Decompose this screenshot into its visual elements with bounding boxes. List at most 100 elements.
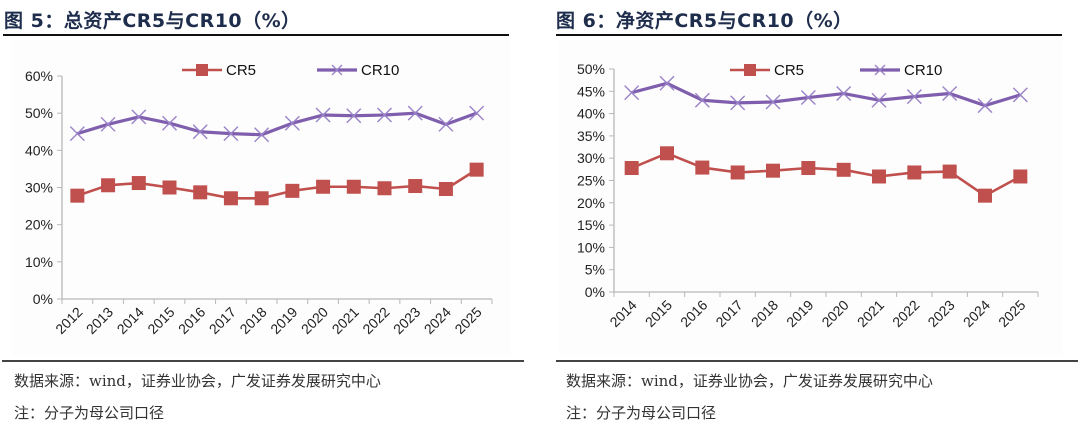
y-tick-label: 20%	[25, 217, 53, 233]
x-marker-stroke	[977, 98, 993, 114]
legend-item-cr5: CR5	[182, 62, 256, 79]
legend-marker-square	[196, 64, 208, 76]
x-tick-label: 2024	[421, 304, 454, 337]
x-marker-stroke	[284, 115, 300, 131]
data-point-cr10	[223, 126, 239, 142]
data-point-cr10	[438, 116, 454, 132]
x-marker-stroke	[469, 105, 485, 121]
data-point-cr5	[377, 181, 392, 196]
x-tick-label: 2021	[329, 304, 362, 337]
title-divider	[3, 34, 509, 36]
legend-item-cr5: CR5	[730, 62, 804, 79]
y-tick-label: 15%	[577, 217, 605, 233]
data-point-cr5	[624, 161, 639, 176]
y-tick-label: 50%	[577, 61, 605, 77]
x-marker-stroke	[694, 92, 710, 108]
data-point-cr5	[316, 179, 331, 194]
data-point-cr10	[765, 94, 781, 110]
y-tick-label: 60%	[25, 68, 53, 84]
legend-marker-x	[874, 64, 886, 76]
data-point-cr10	[469, 105, 485, 121]
data-point-cr5	[131, 176, 146, 191]
y-tick-label: 0%	[33, 291, 53, 307]
data-point-cr10	[906, 89, 922, 105]
x-marker-stroke	[836, 86, 852, 102]
data-point-cr5	[730, 165, 745, 180]
figure-5-panel: 图 5：总资产CR5与CR10（%） 0% 10% 20% 30% 40% 50% 60% 2…	[2, 10, 524, 422]
x-tick-label: 2012	[52, 304, 85, 337]
data-point-cr5	[70, 188, 85, 203]
net-assets-cr-chart: 0%5%10%15%20%25%30%35%40%45%50%2014 2015 2…	[577, 61, 1039, 330]
total-assets-cr-chart: 0% 10% 20% 30% 40% 50% 60% 20122013201420152016…	[25, 62, 493, 337]
data-point-cr5	[907, 165, 922, 180]
y-tick-label: 35%	[577, 128, 605, 144]
data-point-cr10	[730, 95, 746, 111]
x-marker-stroke	[730, 95, 746, 111]
data-point-cr10	[1012, 87, 1028, 103]
x-tick-label: 2017	[206, 304, 239, 337]
x-marker-stroke	[871, 92, 887, 108]
data-point-cr10	[254, 127, 270, 143]
x-marker-stroke	[906, 89, 922, 105]
x-tick-label: 2014	[114, 304, 147, 337]
figure-6-panel: 图 6：净资产CR5与CR10（%） 0% 5% 10% 15% 20% 25% 30% 35…	[540, 0, 1080, 424]
data-point-cr10	[836, 86, 852, 102]
data-point-cr5	[695, 160, 710, 175]
x-marker-stroke	[438, 116, 454, 132]
x-tick-label: 2016	[175, 304, 208, 337]
x-marker-stroke	[659, 75, 675, 91]
data-point-cr5	[438, 181, 453, 196]
legend-label: CR10	[904, 62, 942, 79]
data-point-cr5	[408, 179, 423, 194]
x-tick-label: 2024	[960, 297, 993, 330]
x-tick-label: 2021	[854, 297, 887, 330]
source-note: 数据来源：wind，证券业协会，广发证券发展研究中心	[14, 372, 381, 390]
footer-divider	[2, 360, 524, 362]
x-tick-label: 2023	[924, 297, 957, 330]
y-tick-label: 30%	[25, 180, 53, 196]
y-tick-label: 30%	[577, 150, 605, 166]
x-tick-label: 2020	[298, 304, 331, 337]
x-marker-stroke	[100, 116, 116, 132]
data-point-cr10	[407, 105, 423, 121]
x-tick-label: 2018	[236, 304, 269, 337]
x-marker-stroke	[162, 115, 177, 131]
series-line-cr5	[631, 151, 1021, 197]
data-point-cr10	[100, 116, 116, 132]
x-marker-stroke	[407, 105, 423, 121]
data-point-cr5	[836, 162, 851, 177]
x-tick-label: 2022	[359, 304, 392, 337]
x-marker-stroke	[223, 126, 239, 142]
y-tick-label: 5%	[585, 262, 605, 278]
data-point-cr5	[346, 179, 361, 194]
data-point-cr5	[872, 169, 886, 184]
legend-marker-square	[744, 64, 756, 76]
data-point-cr10	[977, 98, 993, 114]
x-marker-stroke	[1012, 87, 1028, 103]
chart-area: 0% 10% 20% 30% 40% 50% 60% 2012 2013 2014 2015 2016…	[12, 40, 510, 355]
legend-label: CR10	[361, 62, 399, 79]
source-note: 数据来源：wind，证券业协会，广发证券发展研究中心	[566, 372, 933, 390]
data-point-cr5	[101, 178, 116, 193]
data-point-cr5	[254, 191, 269, 206]
x-marker-stroke	[192, 124, 208, 140]
x-tick-label: 2015	[642, 297, 675, 330]
x-tick-label: 2017	[712, 297, 745, 330]
x-tick-label: 2025	[995, 297, 1028, 330]
data-point-cr5	[223, 191, 238, 206]
y-tick-label: 20%	[577, 195, 605, 211]
x-tick-label: 2014	[606, 297, 639, 330]
x-tick-label: 2019	[783, 297, 816, 330]
y-tick-label: 45%	[577, 83, 605, 99]
data-point-cr10	[871, 92, 887, 108]
x-tick-label: 2025	[451, 304, 484, 337]
data-point-cr5	[469, 162, 484, 177]
data-point-cr5	[285, 183, 300, 198]
title-divider	[556, 34, 1062, 36]
data-point-cr10	[131, 109, 147, 125]
data-point-cr10	[284, 115, 300, 131]
data-point-cr5	[801, 161, 816, 176]
data-point-cr10	[346, 108, 362, 124]
x-tick-label: 2016	[677, 297, 710, 330]
x-marker-stroke	[377, 107, 392, 123]
